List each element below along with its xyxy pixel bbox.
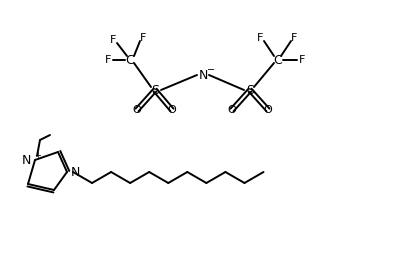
Text: O: O (132, 105, 141, 115)
Text: F: F (109, 35, 116, 45)
Text: N: N (71, 166, 80, 179)
Text: C: C (125, 54, 134, 67)
Text: O: O (227, 105, 236, 115)
Text: O: O (263, 105, 272, 115)
Text: F: F (298, 55, 305, 65)
Text: −: − (207, 65, 215, 75)
Text: N: N (198, 68, 207, 81)
Text: S: S (151, 83, 159, 96)
Text: F: F (290, 33, 296, 43)
Text: F: F (104, 55, 111, 65)
Text: N: N (21, 153, 31, 166)
Text: +: + (34, 151, 41, 159)
Text: S: S (245, 83, 254, 96)
Text: F: F (139, 33, 146, 43)
Text: C: C (273, 54, 282, 67)
Text: F: F (256, 33, 262, 43)
Text: O: O (167, 105, 176, 115)
